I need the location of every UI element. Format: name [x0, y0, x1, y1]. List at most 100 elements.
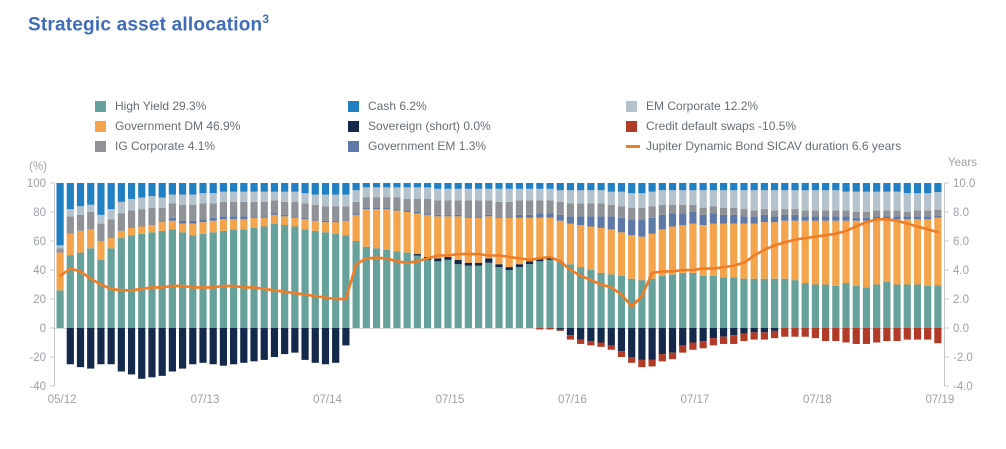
bar-segment-high_yield [832, 285, 840, 328]
bar-segment-high_yield [383, 249, 391, 328]
bar-segment-cash [852, 183, 860, 192]
bar-segment-cash [536, 183, 544, 189]
bar-segment-credit_default_swaps [750, 332, 758, 340]
bar-segment-government_em [587, 216, 595, 227]
bar-segment-cash [668, 183, 677, 191]
bar-segment-cash [903, 183, 911, 194]
bar-segment-government_dm [607, 229, 615, 275]
bar-segment-em_corporate [750, 190, 758, 211]
bar-segment-em_corporate [117, 201, 125, 214]
bar-segment-government_dm [546, 217, 554, 257]
bar-segment-government_em [199, 219, 207, 223]
bar-segment-em_corporate [291, 191, 299, 202]
bar-segment-sovereign_short [730, 328, 738, 336]
bar-segment-government_em [842, 216, 850, 221]
bar-segment-em_corporate [770, 190, 779, 211]
bar-segment-government_dm [332, 222, 340, 234]
bar-segment-high_yield [240, 229, 248, 328]
bar-segment-high_yield [148, 232, 156, 328]
bar-segment-sovereign_short [556, 328, 564, 330]
bar-segment-high_yield [873, 284, 881, 328]
bar-segment-ig_corporate [485, 200, 493, 215]
bar-segment-credit_default_swaps [852, 328, 860, 344]
bar-segment-high_yield [485, 262, 493, 328]
bar-segment-credit_default_swaps [587, 341, 595, 346]
bar-segment-government_dm [291, 217, 299, 227]
bar-segment-high_yield [97, 259, 105, 328]
bar-segment-high_yield [587, 270, 595, 328]
bar-segment-credit_default_swaps [536, 328, 544, 330]
bar-segment-em_corporate [658, 190, 666, 205]
bar-segment-cash [658, 183, 666, 191]
legend: High Yield 29.3% Government DM 46.9% IG Co… [0, 96, 1006, 154]
bar-segment-ig_corporate [250, 201, 258, 217]
bar-segment-ig_corporate [852, 212, 860, 218]
bar-segment-credit_default_swaps [934, 328, 942, 344]
bar-segment-em_corporate [832, 190, 840, 211]
bar-segment-government_dm [76, 230, 85, 253]
bar-segment-em_corporate [444, 188, 452, 201]
bar-segment-sovereign_short [66, 328, 74, 365]
bar-segment-government_em [740, 216, 748, 224]
bar-segment-em_corporate [311, 194, 319, 205]
bar-segment-cash [107, 183, 115, 210]
legend-item: High Yield 29.3% [95, 96, 240, 116]
bar-segment-ig_corporate [342, 206, 350, 220]
bar-segment-em_corporate [913, 193, 922, 211]
bar-segment-government_dm [709, 223, 717, 276]
bar-segment-ig_corporate [383, 197, 391, 208]
bar-segment-cash [709, 183, 717, 191]
bar-segment-ig_corporate [638, 207, 646, 220]
bar-segment-government_em [189, 220, 197, 224]
bar-segment-sovereign_short [577, 328, 585, 340]
legend-item: Government DM 46.9% [95, 116, 240, 136]
bar-segment-high_yield [924, 285, 932, 328]
bar-segment-cash [56, 183, 64, 246]
bar-segment-cash [158, 183, 166, 198]
bar-segment-government_dm [178, 223, 187, 233]
bar-segment-government_em [260, 216, 268, 218]
bar-segment-government_em [515, 214, 524, 218]
bar-segment-high_yield [127, 235, 136, 328]
bar-segment-government_dm [107, 238, 115, 249]
bar-segment-em_corporate [178, 194, 187, 205]
bar-segment-cash [474, 183, 483, 189]
bar-segment-em_corporate [811, 190, 820, 211]
bar-segment-government_dm [474, 217, 483, 263]
bar-segment-cash [515, 183, 524, 189]
axis-tick-label: 07/16 [558, 394, 587, 406]
bar-segment-government_dm [240, 219, 248, 230]
bar-segment-government_dm [127, 227, 136, 236]
bar-segment-government_em [668, 213, 677, 227]
bar-segment-government_dm [577, 225, 585, 268]
bar-segment-em_corporate [648, 191, 656, 207]
bar-segment-sovereign_short [719, 328, 728, 337]
bar-segment-em_corporate [760, 190, 768, 210]
bar-segment-cash [342, 183, 350, 195]
bar-segment-government_em [903, 216, 911, 220]
bar-segment-cash [566, 183, 575, 191]
bar-segment-sovereign_short [158, 328, 166, 376]
bar-segment-cash [270, 183, 279, 192]
bar-segment-government_em [332, 220, 340, 223]
bar-segment-credit_default_swaps [566, 335, 575, 340]
bar-segment-cash [454, 183, 462, 189]
bar-segment-em_corporate [76, 206, 85, 215]
bar-segment-credit_default_swaps [638, 359, 646, 368]
bar-segment-ig_corporate [668, 204, 677, 214]
bar-segment-credit_default_swaps [740, 333, 748, 342]
bar-segment-government_dm [811, 220, 820, 285]
bar-segment-ig_corporate [393, 197, 401, 210]
legend-swatch [348, 120, 359, 132]
bar-segment-government_dm [321, 222, 330, 233]
bar-segment-cash [842, 183, 850, 192]
bar-segment-em_corporate [689, 190, 697, 205]
bar-segment-em_corporate [342, 194, 350, 207]
bar-segment-government_dm [301, 219, 309, 230]
legend-item: Sovereign (short) 0.0% [348, 116, 491, 136]
bar-segment-ig_corporate [822, 210, 830, 217]
bar-segment-em_corporate [383, 187, 391, 198]
y-axis-right: Years 10.0 8.0 6.0 4.0 2.0 0.0 -2.0 -4.0 [944, 157, 977, 393]
bar-segment-government_em [719, 214, 728, 224]
